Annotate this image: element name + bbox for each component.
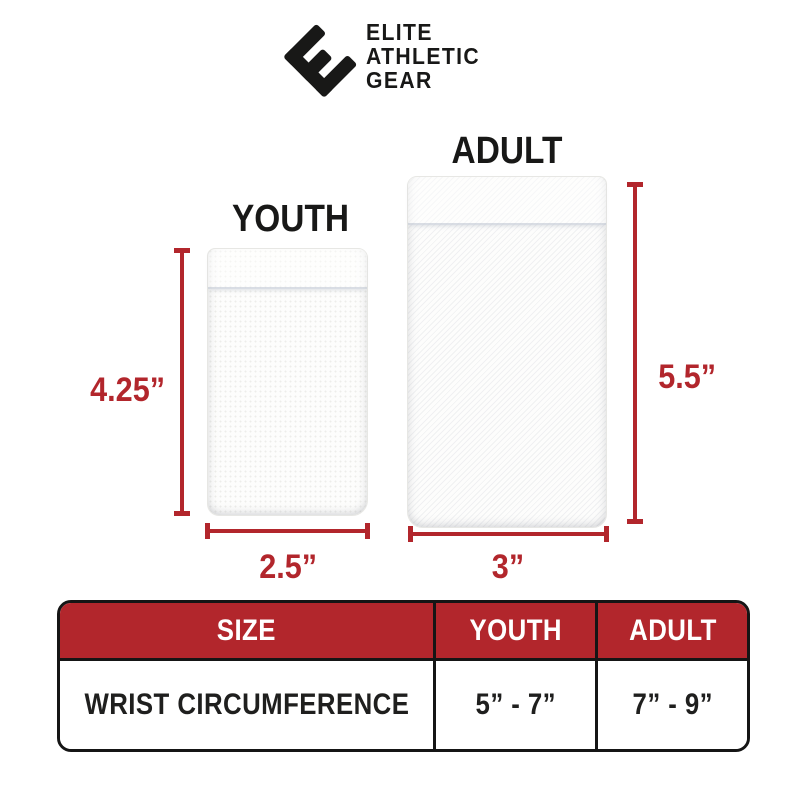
- wrist-circumference-adult-value: 7” - 9”: [598, 661, 747, 749]
- youth-heading: YOUTH: [190, 198, 390, 241]
- youth-heading-label: YOUTH: [231, 198, 349, 240]
- wrist-circumference-youth-value: 5” - 7”: [436, 661, 598, 749]
- adult-wristband-image: [407, 176, 607, 528]
- youth-wristband-image: [207, 248, 368, 516]
- adult-height-dimension-line: [627, 182, 643, 524]
- brand-name: ELITE ATHLETIC GEAR: [366, 20, 490, 92]
- adult-height-label: 5.5”: [658, 358, 716, 396]
- adult-heading: ADULT: [407, 130, 607, 173]
- brand-name-line1: ELITE: [366, 19, 433, 45]
- size-table: SIZE YOUTH ADULT WRIST CIRCUMFERENCE 5” …: [57, 600, 750, 752]
- adult-width-label: 3”: [491, 548, 525, 586]
- youth-height-label: 4.25”: [90, 371, 166, 409]
- size-table-header-row: SIZE YOUTH ADULT: [60, 603, 747, 661]
- youth-width-dimension-line: [205, 523, 370, 539]
- adult-heading-label: ADULT: [451, 130, 563, 172]
- youth-height-dimension-line: [174, 248, 190, 516]
- size-table-header-size: SIZE: [60, 603, 436, 658]
- youth-wristband-cuff: [208, 249, 367, 289]
- wrist-circumference-label-cell: WRIST CIRCUMFERENCE: [60, 661, 436, 749]
- adult-wristband-cuff: [408, 177, 606, 225]
- brand-name-line3: GEAR: [366, 67, 433, 93]
- adult-width-dimension-line: [408, 526, 609, 542]
- brand-name-line2: ATHLETIC: [366, 43, 481, 69]
- youth-width-label: 2.5”: [259, 548, 317, 586]
- size-table-header-adult: ADULT: [598, 603, 747, 658]
- brand-e-icon: [283, 20, 361, 98]
- size-table-row-wrist-circumference: WRIST CIRCUMFERENCE 5” - 7” 7” - 9”: [60, 661, 747, 749]
- size-table-header-youth: YOUTH: [436, 603, 598, 658]
